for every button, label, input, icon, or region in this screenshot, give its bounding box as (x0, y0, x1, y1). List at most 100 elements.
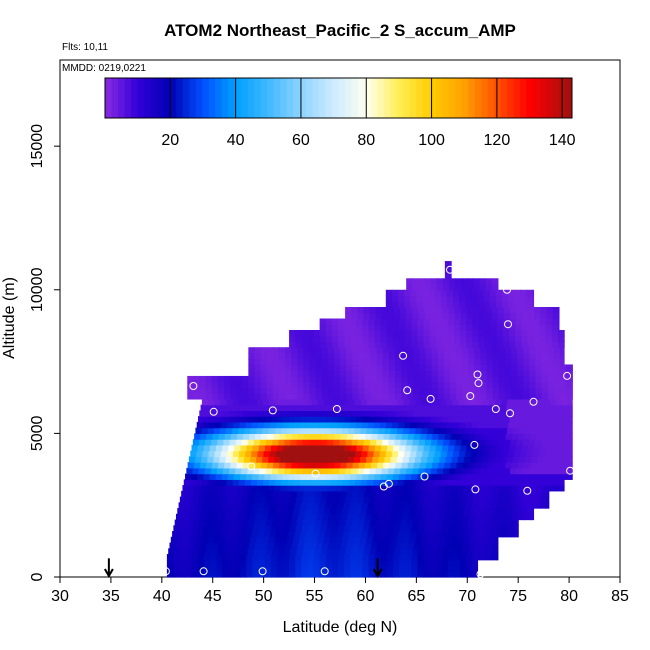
heatmap-cell (181, 490, 188, 498)
heatmap-cell (332, 467, 340, 475)
heatmap-cell (257, 479, 264, 486)
heatmap-cell (415, 398, 423, 406)
heatmap-cell (331, 329, 339, 337)
heatmap-cell (262, 508, 270, 515)
heatmap-cell (205, 393, 213, 400)
heatmap-cell (443, 519, 451, 526)
heatmap-cell (511, 513, 519, 521)
heatmap-cell (434, 295, 442, 302)
heatmap-cell (306, 502, 314, 509)
heatmap-cell (532, 289, 535, 297)
heatmap-cell (504, 490, 512, 498)
heatmap-cell (551, 473, 559, 480)
heatmap-cell (278, 370, 286, 377)
heatmap-cell (419, 387, 427, 394)
heatmap-cell (272, 358, 280, 366)
heatmap-cell (394, 358, 402, 366)
heatmap-cell (520, 502, 528, 509)
heatmap-cell (497, 278, 499, 285)
heatmap-cell (436, 467, 444, 475)
heatmap-cell (275, 531, 283, 538)
heatmap-cell (557, 324, 560, 331)
heatmap-cell (356, 554, 363, 561)
heatmap-cell (540, 467, 548, 475)
heatmap-cell (456, 462, 464, 469)
heatmap-cell (441, 559, 449, 567)
heatmap-cell (360, 536, 367, 544)
heatmap-cell (272, 381, 280, 389)
heatmap-cell (553, 381, 561, 389)
heatmap-cell (531, 508, 535, 515)
heatmap-cell (386, 502, 393, 509)
heatmap-cell (415, 479, 423, 486)
heatmap-cell (474, 358, 482, 366)
heatmap-cell (552, 307, 560, 314)
colorbar-cell (299, 78, 307, 118)
heatmap-cell (460, 554, 467, 561)
heatmap-cell (338, 416, 346, 423)
heatmap-cell (453, 421, 461, 429)
heatmap-cell (443, 352, 451, 360)
heatmap-cell (455, 439, 463, 446)
heatmap-cell (541, 381, 549, 389)
heatmap-cell (382, 358, 390, 366)
heatmap-cell (316, 513, 324, 521)
heatmap-cell (487, 542, 494, 549)
heatmap-cell (339, 519, 347, 526)
heatmap-cell (441, 502, 448, 509)
heatmap-cell (452, 508, 459, 515)
heatmap-cell (455, 307, 462, 314)
heatmap-cell (380, 324, 388, 331)
heatmap-cell (334, 542, 342, 549)
heatmap-cell (399, 329, 406, 337)
heatmap-cell (430, 496, 438, 503)
heatmap-cell (487, 513, 495, 521)
heatmap-cell (264, 565, 272, 572)
heatmap-cell (371, 433, 378, 440)
heatmap-cell (315, 358, 323, 366)
heatmap-cell (291, 381, 298, 389)
heatmap-cell (272, 490, 280, 498)
heatmap-cell (432, 542, 439, 549)
heatmap-cell (474, 410, 481, 417)
heatmap-cell (440, 479, 448, 486)
heatmap-cell (399, 416, 407, 423)
heatmap-cell (270, 571, 278, 578)
heatmap-cell (271, 525, 278, 532)
heatmap-cell (468, 364, 475, 371)
heatmap-cell (214, 531, 222, 538)
heatmap-cell (562, 479, 565, 486)
heatmap-cell (203, 502, 210, 509)
heatmap-cell (329, 427, 337, 434)
heatmap-cell (358, 347, 366, 354)
heatmap-cell (350, 341, 357, 348)
heatmap-cell (275, 508, 282, 515)
heatmap-cell (516, 410, 524, 417)
heatmap-cell (554, 462, 561, 469)
heatmap-cell (516, 439, 524, 446)
heatmap-cell (315, 370, 323, 377)
sample-point (563, 371, 572, 380)
heatmap-cell (473, 284, 481, 291)
colorbar-cell (416, 78, 424, 118)
x-tick-label: 65 (407, 588, 425, 605)
heatmap-cell (324, 479, 331, 486)
heatmap-cell (258, 473, 266, 480)
heatmap-cell (220, 531, 228, 538)
heatmap-cell (535, 375, 543, 383)
heatmap-cell (431, 410, 439, 417)
heatmap-cell (352, 352, 359, 360)
heatmap-cell (380, 335, 388, 343)
heatmap-cell (474, 542, 482, 549)
heatmap-cell (422, 301, 430, 308)
heatmap-cell (277, 444, 284, 452)
heatmap-cell (406, 312, 413, 320)
heatmap-cell (350, 444, 358, 452)
heatmap-cell (496, 329, 504, 337)
heatmap-cell (520, 301, 527, 308)
sample-point (199, 567, 208, 576)
heatmap-cell (365, 513, 373, 521)
heatmap-cell (240, 559, 247, 567)
heatmap-cell (480, 352, 488, 360)
